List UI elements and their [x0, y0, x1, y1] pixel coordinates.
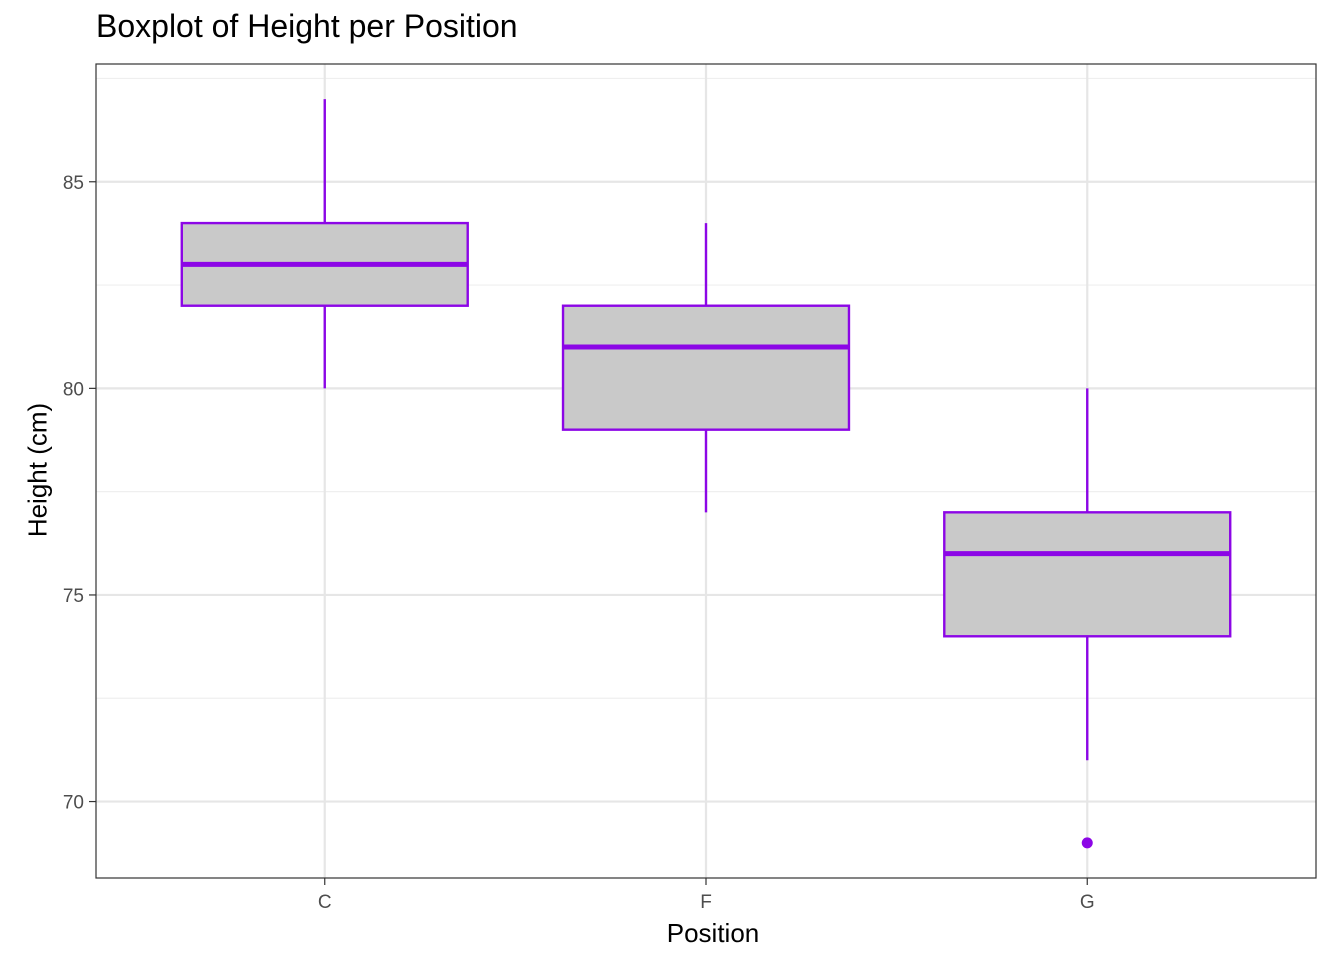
iqr-box	[561, 304, 851, 431]
y-tick-label: 75	[63, 586, 84, 607]
box-G	[943, 388, 1232, 849]
x-axis-label: Position	[666, 918, 760, 948]
x-tick-label: G	[1080, 892, 1095, 913]
x-tick-label: F	[700, 892, 712, 913]
chart-title: Boxplot of Height per Position	[96, 8, 518, 44]
y-tick-label: 80	[63, 379, 84, 400]
box-C	[180, 99, 469, 389]
box-series	[180, 99, 1232, 849]
outlier-point	[1081, 837, 1093, 849]
iqr-box	[943, 511, 1232, 638]
y-axis-label: Height (cm)	[22, 402, 53, 538]
y-axis: 70 75 80 85	[63, 173, 96, 814]
x-tick-label: C	[318, 892, 332, 913]
y-tick-label: 70	[63, 793, 84, 814]
box-F	[561, 223, 851, 513]
y-tick-label: 85	[63, 173, 84, 194]
